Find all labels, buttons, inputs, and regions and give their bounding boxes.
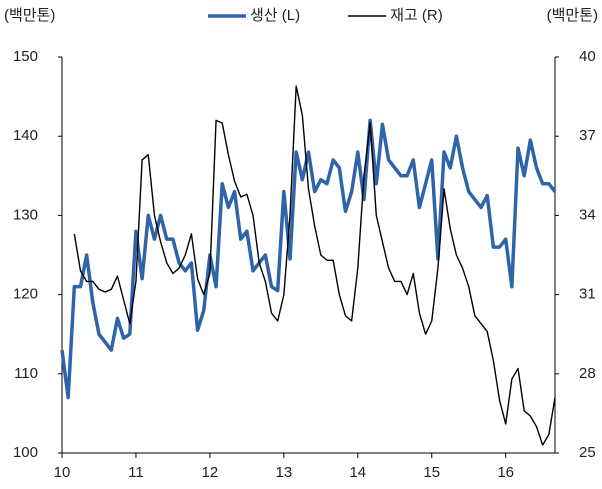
legend-label: 재고 (R) [390,7,443,24]
y2-tick-label: 28 [579,365,596,382]
y-tick-label: 110 [14,365,38,382]
y2-tick-label: 31 [579,286,596,303]
y2-tick-label: 37 [579,127,596,144]
y2-tick-label: 34 [579,206,596,223]
x-tick-label: 15 [423,464,440,481]
x-tick-label: 12 [202,464,219,481]
y-tick-label: 140 [13,127,38,144]
legend-label: 생산 (L) [250,7,300,24]
y-axis-label: (백만톤) [4,7,55,24]
y2-axis-label: (백만톤) [547,7,598,24]
y2-tick-label: 40 [579,48,596,65]
x-tick-label: 13 [276,464,293,481]
y-tick-label: 130 [13,206,38,223]
y-tick-label: 100 [13,444,38,461]
y-tick-label: 120 [13,286,38,303]
x-tick-label: 16 [497,464,514,481]
x-tick-label: 11 [128,464,144,481]
line-series [60,118,557,400]
line-series [73,85,556,446]
x-tick-label: 10 [54,464,71,481]
x-tick-label: 14 [349,464,366,481]
y2-tick-label: 25 [579,444,596,461]
y-tick-label: 150 [13,48,38,65]
